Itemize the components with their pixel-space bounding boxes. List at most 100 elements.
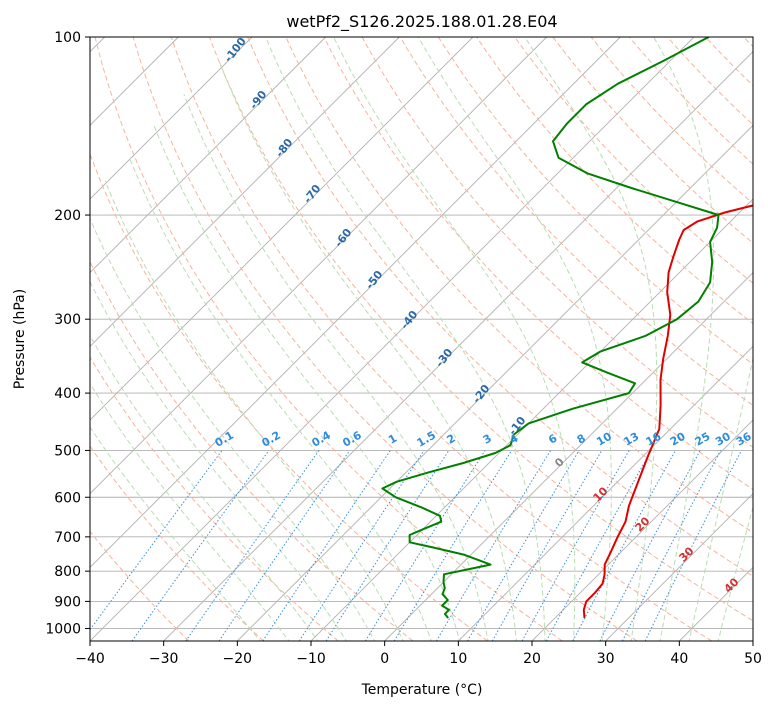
mixing-ratio-label: 0.4 [310, 429, 334, 450]
mixing-ratio-line [185, 450, 320, 641]
x-tick-label: 0 [380, 651, 389, 667]
chart-title: wetPf2_S126.2025.188.01.28.E04 [286, 12, 557, 32]
dewpoint-line [381, 37, 720, 619]
y-tick-label: 600 [54, 490, 81, 506]
y-tick-label: 100 [54, 30, 81, 46]
mixing-ratio-line [491, 450, 603, 641]
dry-adiabat-line [323, 37, 753, 491]
moist-adiabat-line [653, 37, 715, 641]
dry-adiabat-label: -50 [363, 268, 386, 292]
mixing-ratio-label: 20 [668, 430, 688, 449]
isotherm-line [458, 345, 753, 641]
isotherm-line [90, 37, 547, 495]
moist-adiabat-label: 30 [677, 544, 697, 564]
mixing-ratio-label: 16 [644, 430, 664, 449]
mixing-ratio-line [521, 450, 630, 641]
x-tick-label: 50 [744, 651, 762, 667]
mixing-ratio-label: 0.1 [213, 429, 236, 450]
x-tick-label: 30 [597, 651, 615, 667]
x-tick-label: −30 [149, 651, 179, 667]
x-tick-label: −10 [296, 651, 326, 667]
mixing-ratio-label: 2 [445, 432, 458, 447]
isotherm-line [384, 272, 753, 641]
x-axis-title: Temperature (°C) [361, 682, 483, 698]
mixing-ratio-label: 30 [713, 430, 733, 449]
mixing-ratio-line [599, 450, 701, 641]
moist-adiabat-line [90, 280, 347, 641]
background-lines [90, 37, 753, 641]
moist-adiabat-line [717, 505, 753, 641]
moist-adiabat-label: 20 [633, 514, 653, 534]
dry-adiabat-line [90, 356, 339, 641]
x-tick-label: 10 [449, 651, 467, 667]
dry-adiabat-line [476, 37, 753, 325]
isotherm-line [90, 37, 253, 200]
mixing-ratio-label: 0.6 [340, 429, 364, 450]
plot-frame [89, 36, 754, 642]
dry-adiabat-line [590, 37, 753, 205]
isotherm-line [679, 566, 753, 641]
y-tick-label: 500 [54, 443, 81, 459]
dry-adiabat-line [209, 37, 753, 622]
dry-adiabat-label: -90 [247, 88, 270, 112]
y-axis-title: Pressure (hPa) [12, 289, 28, 389]
temperature-line [582, 204, 753, 619]
y-tick-label: 200 [54, 208, 81, 224]
mixing-ratio-line [90, 450, 223, 631]
dry-adiabat-line [743, 37, 753, 48]
dry-adiabat-line [437, 37, 753, 365]
moist-adiabat-line [90, 217, 376, 641]
moist-adiabat-line [90, 382, 290, 641]
isotherm-line [752, 640, 753, 641]
moist-adiabat-line [90, 426, 261, 641]
mixing-ratio-label: 10 [594, 430, 614, 449]
y-tick-label: 800 [54, 564, 81, 580]
x-tick-label: −40 [75, 651, 105, 667]
dry-adiabat-label: -20 [470, 382, 493, 406]
moist-adiabat-label: 40 [722, 575, 742, 595]
moist-adiabat-line [688, 355, 753, 641]
isotherm-line [90, 37, 326, 274]
mixing-ratio-line [325, 450, 450, 641]
dry-adiabat-line [90, 530, 190, 641]
dry-adiabat-line [285, 37, 753, 534]
mixing-ratio-line [545, 450, 652, 641]
dry-adiabat-line [132, 37, 638, 641]
mixing-ratio-line [262, 450, 391, 641]
y-tick-label: 900 [54, 594, 81, 610]
x-tick-label: 40 [670, 651, 688, 667]
axes: −40 −30 −20 −10 0 10 20 30 40 5010020030040050060… [45, 30, 762, 667]
moist-adiabat-line [218, 61, 518, 641]
isotherm-line [90, 37, 621, 568]
moist-adiabat-line [183, 94, 489, 641]
dry-adiabat-line [705, 37, 753, 87]
mixing-ratio-line [218, 450, 351, 641]
mixing-ratio-line [572, 450, 676, 641]
line-labels: 0.1 0.2 0.4 0.6 1 1.5 2 3 4 6 8 10 13 16 20 25 30 36-100-… [213, 35, 754, 596]
isotherm-line [90, 37, 695, 641]
dry-adiabat-line [361, 37, 753, 448]
dry-adiabat-label: -40 [398, 308, 421, 332]
isotherm-line [531, 419, 753, 641]
isotherm-line [90, 37, 474, 421]
isotherm-line [237, 124, 753, 641]
mixing-ratio-line [467, 450, 580, 641]
dry-adiabat-line [552, 37, 753, 244]
mixing-ratio-label: 13 [622, 430, 642, 449]
moist-adiabat-line [104, 180, 404, 641]
dry-adiabat-label: -30 [433, 346, 456, 370]
mixing-ratio-label: 6 [546, 431, 559, 446]
mixing-ratio-label: 1 [386, 432, 399, 447]
x-tick-label: −20 [223, 651, 253, 667]
dry-adiabat-line [170, 37, 712, 641]
profile-lines [381, 37, 753, 619]
dry-adiabat-line [90, 152, 488, 641]
isotherm-line [163, 51, 753, 641]
y-tick-label: 300 [54, 312, 81, 328]
x-tick-label: 20 [523, 651, 541, 667]
mixing-ratio-label: 1.5 [415, 429, 438, 450]
isotherm-line [90, 37, 400, 347]
mixing-ratio-label: 0.2 [260, 429, 283, 450]
moist-adiabat-line [524, 37, 658, 641]
mixing-ratio-line [644, 450, 742, 641]
